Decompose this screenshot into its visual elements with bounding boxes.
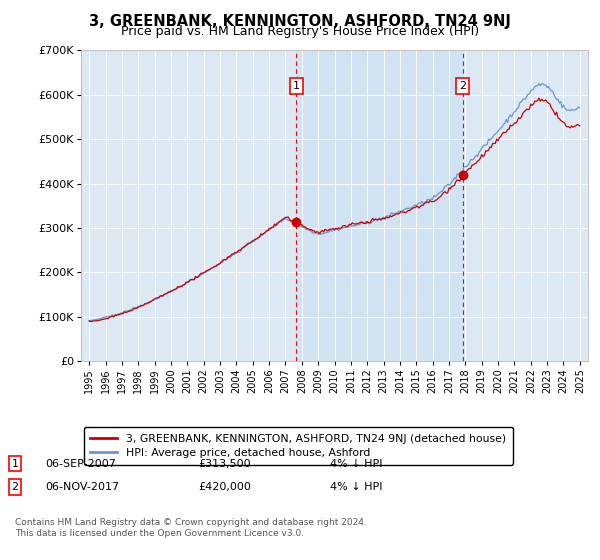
Text: £313,500: £313,500 (198, 459, 251, 469)
Text: 06-SEP-2007: 06-SEP-2007 (45, 459, 116, 469)
Text: 2: 2 (459, 81, 466, 91)
Text: 2: 2 (11, 482, 19, 492)
Text: Contains HM Land Registry data © Crown copyright and database right 2024.
This d: Contains HM Land Registry data © Crown c… (15, 518, 367, 538)
Text: £420,000: £420,000 (198, 482, 251, 492)
Text: 4% ↓ HPI: 4% ↓ HPI (330, 482, 383, 492)
Text: 1: 1 (11, 459, 19, 469)
Text: 1: 1 (293, 81, 300, 91)
Text: 06-NOV-2017: 06-NOV-2017 (45, 482, 119, 492)
Legend: 3, GREENBANK, KENNINGTON, ASHFORD, TN24 9NJ (detached house), HPI: Average price: 3, GREENBANK, KENNINGTON, ASHFORD, TN24 … (84, 427, 513, 465)
Text: Price paid vs. HM Land Registry's House Price Index (HPI): Price paid vs. HM Land Registry's House … (121, 25, 479, 38)
Text: 4% ↓ HPI: 4% ↓ HPI (330, 459, 383, 469)
Text: 3, GREENBANK, KENNINGTON, ASHFORD, TN24 9NJ: 3, GREENBANK, KENNINGTON, ASHFORD, TN24 … (89, 14, 511, 29)
Bar (296, 50, 463, 361)
